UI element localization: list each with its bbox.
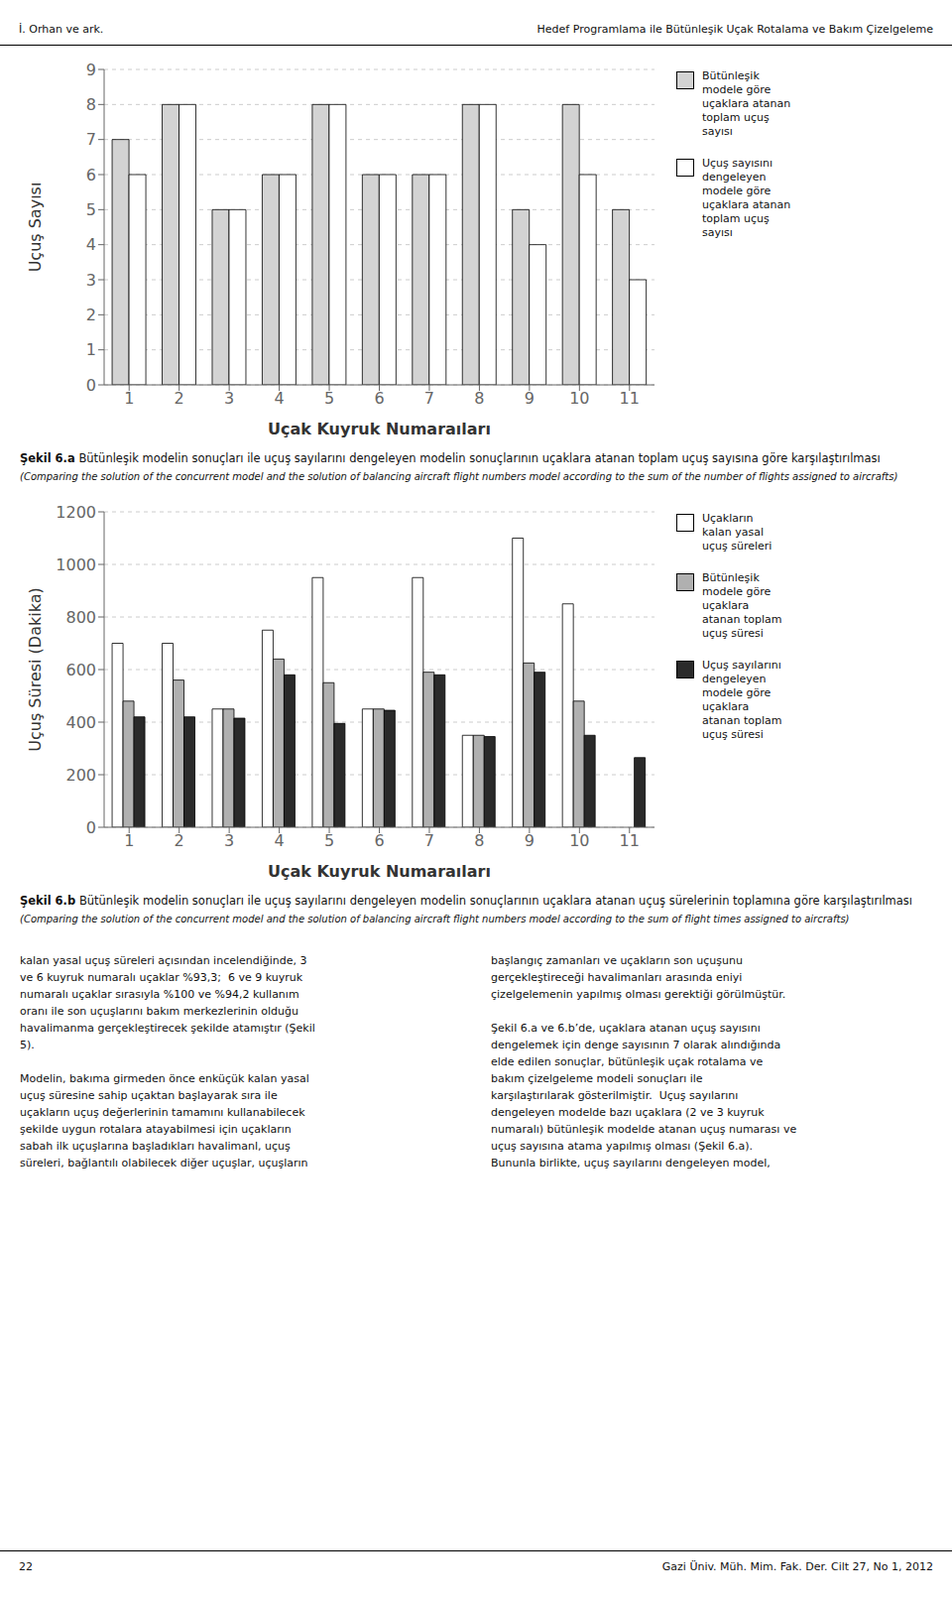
- svg-text:5: 5: [86, 200, 97, 220]
- svg-text:7: 7: [424, 831, 435, 850]
- svg-text:11: 11: [619, 388, 640, 408]
- svg-text:6: 6: [373, 388, 384, 408]
- svg-text:Uçuş Süresi (Dakika): Uçuş Süresi (Dakika): [25, 587, 45, 751]
- html-text:Bütünleşik modele göre uçaklar: Bütünleşik modele göre uçaklara atanan t…: [702, 69, 791, 138]
- svg-text:2: 2: [174, 388, 185, 408]
- svg-text:0: 0: [86, 375, 97, 395]
- svg-text:1: 1: [86, 340, 97, 359]
- html-text:dengelemek için denge sayısını: dengelemek için denge sayısının 7 olarak…: [490, 1038, 781, 1052]
- html-text:numaralı uçaklar sırasıyla %10: numaralı uçaklar sırasıyla %100 ve %94,2…: [19, 987, 300, 1001]
- html-text:Uçuş sayısını dengeleyen model: Uçuş sayısını dengeleyen modele göre uça…: [702, 156, 791, 239]
- html-text:İ. Orhan ve ark.: İ. Orhan ve ark.: [18, 22, 104, 36]
- html-text:elde edilen sonuçlar, bütünleş: elde edilen sonuçlar, bütünleşik uçak ro…: [490, 1055, 763, 1069]
- html-text:5).: 5).: [19, 1038, 35, 1052]
- svg-text:Uçak Kuyruk Numaraıları: Uçak Kuyruk Numaraıları: [267, 419, 491, 439]
- html-text:gerçekleştireceği havalimanlar: gerçekleştireceği havalimanları arasında…: [490, 970, 743, 984]
- html-text:(Comparing the solution of the: (Comparing the solution of the concurren…: [19, 913, 850, 925]
- svg-text:200: 200: [65, 765, 97, 785]
- html-text:çizelgelemenin yapılmış olması: çizelgelemenin yapılmış olması gerektiği…: [490, 987, 786, 1001]
- svg-text:0: 0: [86, 818, 97, 837]
- html-text:Hedef Programlama ile Bütünleş: Hedef Programlama ile Bütünleşik Uçak Ro…: [537, 22, 934, 36]
- svg-text:8: 8: [86, 95, 97, 115]
- html-text:Bununla birlikte, uçuş sayılar: Bununla birlikte, uçuş sayılarını dengel…: [490, 1156, 771, 1170]
- svg-text:1: 1: [123, 388, 134, 408]
- html-text:şekilde uygun rotalara atayabi: şekilde uygun rotalara atayabilmesi için…: [19, 1122, 292, 1136]
- html-text:süreleri, bağlantılı olabilece: süreleri, bağlantılı olabilecek diğer uç…: [19, 1156, 309, 1170]
- svg-text:3: 3: [224, 388, 235, 408]
- svg-text:7: 7: [424, 388, 435, 408]
- svg-text:8: 8: [474, 388, 484, 408]
- svg-text:4: 4: [86, 235, 97, 254]
- svg-text:1200: 1200: [55, 502, 97, 522]
- html-text:Gazi Üniv. Müh. Mim. Fak. Der.: Gazi Üniv. Müh. Mim. Fak. Der. Cilt 27, …: [662, 1559, 934, 1573]
- html-text:Bütünleşik modele göre uçaklar: Bütünleşik modele göre uçaklara atanan t…: [702, 571, 782, 640]
- html-text:uçuş sayısına atama yapılmış o: uçuş sayısına atama yapılmış olması (Şek…: [490, 1139, 753, 1153]
- html-text:kalan yasal uçuş süreleri açıs: kalan yasal uçuş süreleri açısından ince…: [19, 953, 308, 967]
- html-text:Uçuş sayılarını dengeleyen mod: Uçuş sayılarını dengeleyen modele göre u…: [702, 658, 782, 741]
- html-text:oranı ile son uçuşlarını bakım: oranı ile son uçuşlarını bakım merkezler…: [19, 1004, 299, 1018]
- svg-text:600: 600: [65, 660, 97, 680]
- html-text:Şekil 6.b Bütünleşik modelin s: Şekil 6.b Bütünleşik modelin sonuçları i…: [19, 893, 913, 908]
- svg-text:4: 4: [273, 831, 284, 850]
- svg-text:Uçuş Sayısı: Uçuş Sayısı: [25, 182, 45, 273]
- html-text:22: 22: [18, 1559, 33, 1573]
- svg-text:10: 10: [569, 388, 590, 408]
- html-text:bakım çizelgeleme modeli sonuç: bakım çizelgeleme modeli sonuçları ile: [490, 1071, 703, 1085]
- svg-text:10: 10: [569, 831, 590, 850]
- svg-text:5: 5: [324, 388, 335, 408]
- html-text:(Comparing the solution of the: (Comparing the solution of the concurren…: [19, 471, 898, 482]
- svg-text:400: 400: [65, 713, 97, 732]
- svg-text:11: 11: [619, 831, 640, 850]
- html-text:uçakların uçuş değerlerinin ta: uçakların uçuş değerlerinin tamamını kul…: [19, 1105, 305, 1119]
- svg-text:6: 6: [86, 165, 97, 185]
- html-text:dengeleyen modelde bazı uçakla: dengeleyen modelde bazı uçaklara (2 ve 3…: [490, 1105, 765, 1119]
- svg-text:8: 8: [474, 831, 484, 850]
- svg-text:5: 5: [324, 831, 335, 850]
- html-text:başlangıç zamanları ve uçaklar: başlangıç zamanları ve uçakların son uçu…: [490, 953, 743, 967]
- html-text:Şekil 6.a ve 6.b’de, uçaklara: Şekil 6.a ve 6.b’de, uçaklara atanan uçu…: [490, 1021, 761, 1035]
- svg-text:Uçak Kuyruk Numaraıları: Uçak Kuyruk Numaraıları: [267, 861, 491, 881]
- html-text:karşılaştırılarak gösterilmişt: karşılaştırılarak gösterilmiştir. Uçuş s…: [490, 1088, 739, 1102]
- svg-text:9: 9: [524, 831, 535, 850]
- svg-text:2: 2: [174, 831, 185, 850]
- html-text:uçuş süresine sahip uçaktan ba: uçuş süresine sahip uçaktan başlayarak s…: [19, 1088, 278, 1102]
- svg-text:9: 9: [524, 388, 535, 408]
- svg-text:3: 3: [86, 270, 97, 290]
- svg-text:7: 7: [86, 129, 97, 149]
- html-text:ve 6 kuyruk numaralı uçaklar %: ve 6 kuyruk numaralı uçaklar %93,3; 6 ve…: [19, 970, 303, 984]
- svg-text:9: 9: [86, 60, 97, 80]
- svg-text:1000: 1000: [55, 555, 97, 575]
- svg-text:6: 6: [373, 831, 384, 850]
- html-text:havalimanma gerçekleştirecek ş: havalimanma gerçekleştirecek şekilde ata…: [19, 1021, 316, 1035]
- svg-text:1: 1: [123, 831, 134, 850]
- svg-text:800: 800: [65, 607, 97, 627]
- html-text:numaralı) bütünleşik modelde a: numaralı) bütünleşik modelde atanan uçuş…: [490, 1122, 797, 1136]
- html-text:Uçakların kalan yasal uçuş sür: Uçakların kalan yasal uçuş süreleri: [702, 511, 772, 553]
- svg-text:4: 4: [273, 388, 284, 408]
- svg-text:2: 2: [86, 305, 97, 325]
- html-text:sabah ilk uçuşlarına başladıkl: sabah ilk uçuşlarına başladıkları havali…: [19, 1139, 291, 1153]
- html-text:Modelin, bakıma girmeden önce: Modelin, bakıma girmeden önce enküçük ka…: [19, 1071, 310, 1085]
- html-text:Şekil 6.a Bütünleşik modelin s: Şekil 6.a Bütünleşik modelin sonuçları i…: [19, 451, 881, 466]
- svg-text:3: 3: [224, 831, 235, 850]
